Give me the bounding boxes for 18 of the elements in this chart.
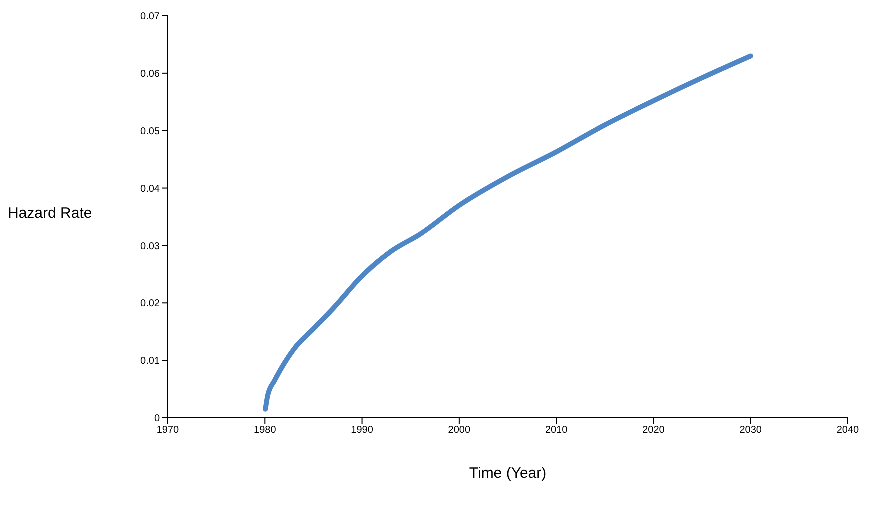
x-tick-label: 1970: [156, 425, 180, 436]
y-tick-label: 0.01: [140, 356, 160, 368]
y-tick-label: 0.03: [140, 241, 160, 252]
x-axis-title: Time (Year): [469, 465, 547, 482]
x-tick-label: 2040: [836, 425, 860, 436]
y-tick-label: 0: [154, 414, 160, 425]
y-tick-label: 0.02: [140, 298, 160, 310]
y-tick-label: 0.05: [140, 126, 160, 138]
y-axis-title: Hazard Rate: [8, 204, 94, 224]
x-tick-label: 2010: [545, 425, 568, 436]
y-tick-label: 0.07: [140, 12, 160, 23]
x-tick-label: 2000: [448, 425, 471, 436]
x-tick-label: 2020: [642, 425, 666, 436]
x-tick-label: 1980: [254, 425, 277, 436]
x-tick-label: 2030: [740, 425, 762, 436]
y-tick-label: 0.06: [140, 68, 160, 80]
y-tick-label: 0.04: [140, 184, 160, 195]
x-tick-label: 1990: [351, 425, 374, 436]
